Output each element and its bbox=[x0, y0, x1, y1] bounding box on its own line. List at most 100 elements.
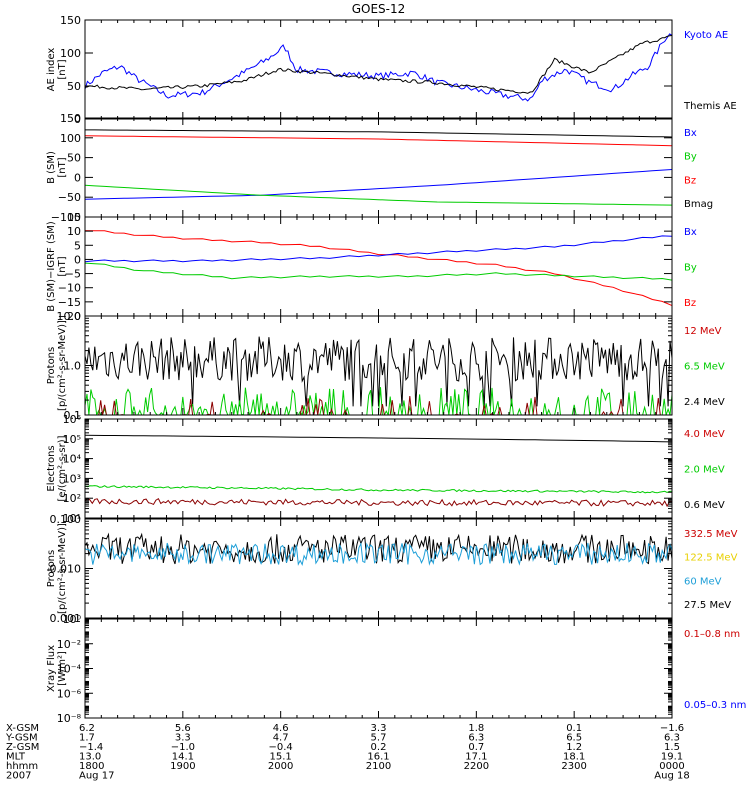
series-bsm-3 bbox=[85, 184, 672, 206]
annot-value: −1.4 bbox=[79, 742, 103, 753]
chart-title: GOES-12 bbox=[352, 2, 406, 16]
y-tick-label: 10⁻⁸ bbox=[57, 712, 82, 725]
legend-protons_hi-0: 12 MeV bbox=[684, 326, 722, 337]
series-electrons-0 bbox=[85, 434, 672, 443]
panel-frame bbox=[84, 117, 673, 218]
legend-protons_lo-3: 27.5 MeV bbox=[684, 600, 731, 611]
y-axis-label: Electrons[e/(cm²-s-sr)] bbox=[46, 435, 68, 501]
legend-ae-0: Kyoto AE bbox=[684, 30, 728, 41]
annot-value: 2100 bbox=[366, 761, 391, 772]
annot-value: 3.3 bbox=[371, 723, 387, 734]
legend-bsm-3: Bmag bbox=[684, 199, 713, 210]
annot-value: 2200 bbox=[464, 761, 489, 772]
y-tick-label: 0.1 bbox=[64, 409, 82, 422]
series-electrons-1 bbox=[85, 485, 672, 494]
legend-protons_lo-2: 60 MeV bbox=[684, 576, 722, 587]
annot-value: 19.1 bbox=[661, 752, 683, 763]
y-axis-label: B (SM)[nT] bbox=[46, 151, 68, 184]
series-ae-0 bbox=[85, 33, 672, 102]
panel-protons_hi-series bbox=[85, 336, 672, 415]
legend-xray-0: 0.1–0.8 nm bbox=[684, 629, 740, 640]
y-axis-label: B (SM)−IGRF (SM)[nT] bbox=[46, 221, 68, 312]
y-axis-label: AE index[nT] bbox=[46, 48, 68, 92]
panel-protons_lo-series bbox=[85, 532, 672, 566]
annot-row-label: X-GSM bbox=[6, 723, 39, 734]
annot-value: Aug 18 bbox=[654, 771, 689, 782]
annot-value: 1.2 bbox=[566, 742, 582, 753]
annot-value: 6.5 bbox=[566, 733, 582, 744]
annot-row-label: Z-GSM bbox=[6, 742, 39, 753]
y-tick-label: 10⁻² bbox=[57, 638, 81, 651]
annot-value: 6.3 bbox=[664, 733, 680, 744]
series-bsm-0 bbox=[85, 129, 672, 138]
annot-value: 14.1 bbox=[172, 752, 194, 763]
y-tick-label: 10⁵ bbox=[63, 433, 81, 446]
annot-value: −1.0 bbox=[171, 742, 195, 753]
annot-row-label: MLT bbox=[6, 752, 26, 763]
y-axis-label: Protons[p/(cm²-s-sr-MeV)] bbox=[46, 320, 68, 411]
y-tick-label: −50 bbox=[58, 191, 81, 204]
y-tick-label: −20 bbox=[58, 310, 81, 323]
y-tick-label: −15 bbox=[58, 296, 81, 309]
legend-bsm-0: Bx bbox=[684, 128, 697, 139]
panel-electrons: 10¹ 10² 10³ 10⁴ 10⁵ 10⁶ Electrons[e/(cm²-s-sr)… bbox=[46, 413, 725, 525]
annot-value: 3.3 bbox=[175, 733, 191, 744]
annot-value: 13.0 bbox=[79, 752, 101, 763]
annot-value: −1.6 bbox=[660, 723, 684, 734]
annot-row-label: hhmm bbox=[6, 761, 38, 772]
annot-value: 15.1 bbox=[270, 752, 292, 763]
y-tick-label: 10⁻⁶ bbox=[57, 687, 82, 700]
y-tick-label: 0.010 bbox=[50, 563, 82, 576]
panel-frame bbox=[84, 418, 673, 519]
panel-protons_lo: 0.001 0.010 0.100Protons[p/(cm²-s-sr-MeV)]… bbox=[46, 513, 738, 625]
annot-row-label: 2007 bbox=[6, 771, 31, 782]
panel-xray: 10⁻⁸ 10⁻⁶ 10⁻⁴ 10⁻² 10⁰ Xray Flux[W/m²] 0.1–0.… bbox=[46, 613, 746, 725]
legend-protons_hi-1: 6.5 MeV bbox=[684, 362, 725, 373]
annot-value: 1.8 bbox=[468, 723, 484, 734]
annot-value: 18.1 bbox=[563, 752, 585, 763]
annot-value: 1.7 bbox=[79, 733, 95, 744]
legend-bigrf-2: Bz bbox=[684, 298, 696, 309]
y-axis-label: Xray Flux[W/m²] bbox=[46, 645, 68, 692]
annot-value: 6.3 bbox=[468, 733, 484, 744]
annot-value: 2000 bbox=[268, 761, 293, 772]
annot-value: 4.7 bbox=[273, 733, 289, 744]
y-tick-label: 0 bbox=[74, 253, 81, 266]
annot-value: −0.4 bbox=[268, 742, 292, 753]
series-ae-1 bbox=[85, 35, 672, 94]
annot-value: 5.6 bbox=[175, 723, 191, 734]
panel-bigrf-series bbox=[85, 230, 672, 306]
annot-value: 1800 bbox=[79, 761, 104, 772]
y-axis-label: Protons[p/(cm²-s-sr-MeV)] bbox=[46, 523, 68, 614]
panel-frame bbox=[84, 618, 673, 719]
y-tick-label: 10⁻⁴ bbox=[57, 663, 82, 676]
series-bsm-2 bbox=[85, 169, 672, 200]
y-tick-label: 10⁴ bbox=[63, 453, 82, 466]
y-tick-label: −100 bbox=[51, 211, 81, 224]
y-tick-label: 5 bbox=[74, 239, 81, 252]
y-tick-label: 150 bbox=[60, 14, 81, 27]
annot-value: 6.2 bbox=[79, 723, 95, 734]
legend-bigrf-0: Bx bbox=[684, 227, 697, 238]
y-tick-label: 0 bbox=[74, 171, 81, 184]
annot-value: 0000 bbox=[659, 761, 684, 772]
legend-protons_lo-1: 122.5 MeV bbox=[684, 553, 738, 564]
y-tick-label: 0.001 bbox=[50, 612, 82, 625]
y-tick-label: 10 bbox=[67, 225, 81, 238]
legend-ae-1: Themis AE bbox=[683, 101, 737, 112]
legend-bigrf-1: By bbox=[684, 263, 697, 274]
annot-value: 1900 bbox=[170, 761, 195, 772]
y-tick-label: 100 bbox=[60, 132, 81, 145]
annot-value: 17.1 bbox=[465, 752, 487, 763]
legend-electrons-1: 2.0 MeV bbox=[684, 465, 725, 476]
annot-value: 0.1 bbox=[566, 723, 582, 734]
annot-value: Aug 17 bbox=[79, 771, 114, 782]
series-electrons-2 bbox=[85, 497, 672, 508]
y-tick-label: 1.0 bbox=[64, 360, 82, 373]
y-tick-label: 0 bbox=[74, 113, 81, 126]
annot-row-label: Y-GSM bbox=[5, 733, 38, 744]
y-tick-label: −10 bbox=[58, 282, 81, 295]
panel-ae-series bbox=[85, 33, 672, 102]
